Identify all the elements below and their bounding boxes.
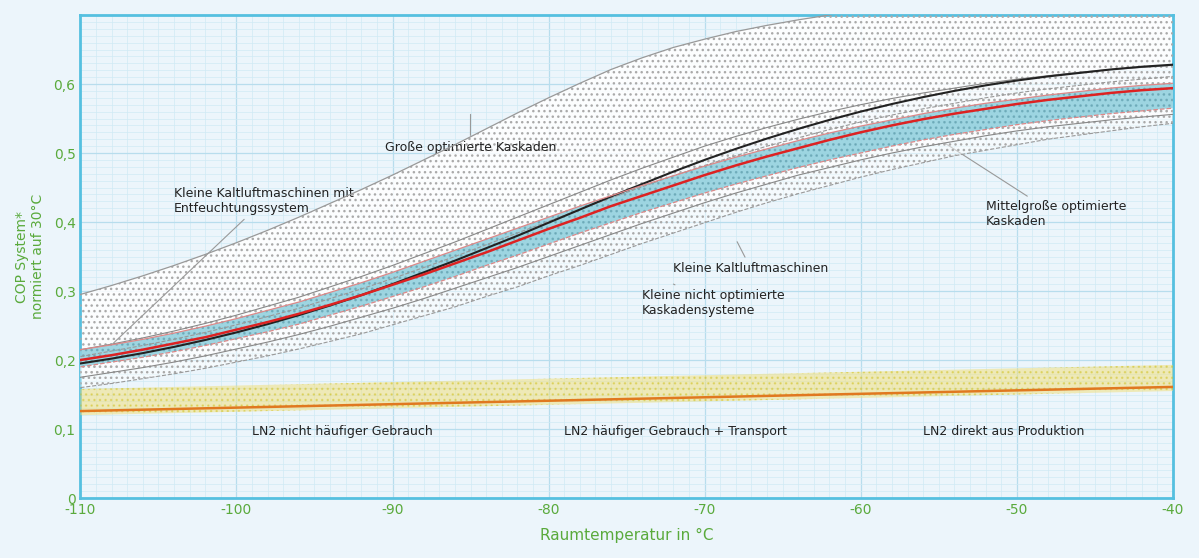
Text: Große optimierte Kaskaden: Große optimierte Kaskaden: [385, 114, 556, 154]
Text: Kleine nicht optimierte
Kaskadensysteme: Kleine nicht optimierte Kaskadensysteme: [643, 284, 785, 317]
Text: Kleine Kaltluftmaschinen mit
Entfeuchtungssystem: Kleine Kaltluftmaschinen mit Entfeuchtun…: [114, 187, 354, 343]
Y-axis label: COP System*
normiert auf 30°C: COP System* normiert auf 30°C: [16, 194, 46, 319]
Text: Mittelgroße optimierte
Kaskaden: Mittelgroße optimierte Kaskaden: [941, 141, 1126, 228]
X-axis label: Raumtemperatur in °C: Raumtemperatur in °C: [540, 528, 713, 543]
Text: LN2 direkt aus Produktion: LN2 direkt aus Produktion: [923, 425, 1084, 437]
Text: Kleine Kaltluftmaschinen: Kleine Kaltluftmaschinen: [674, 242, 829, 276]
Text: LN2 nicht häufiger Gebrauch: LN2 nicht häufiger Gebrauch: [252, 425, 433, 437]
Text: LN2 häufiger Gebrauch + Transport: LN2 häufiger Gebrauch + Transport: [565, 425, 787, 437]
